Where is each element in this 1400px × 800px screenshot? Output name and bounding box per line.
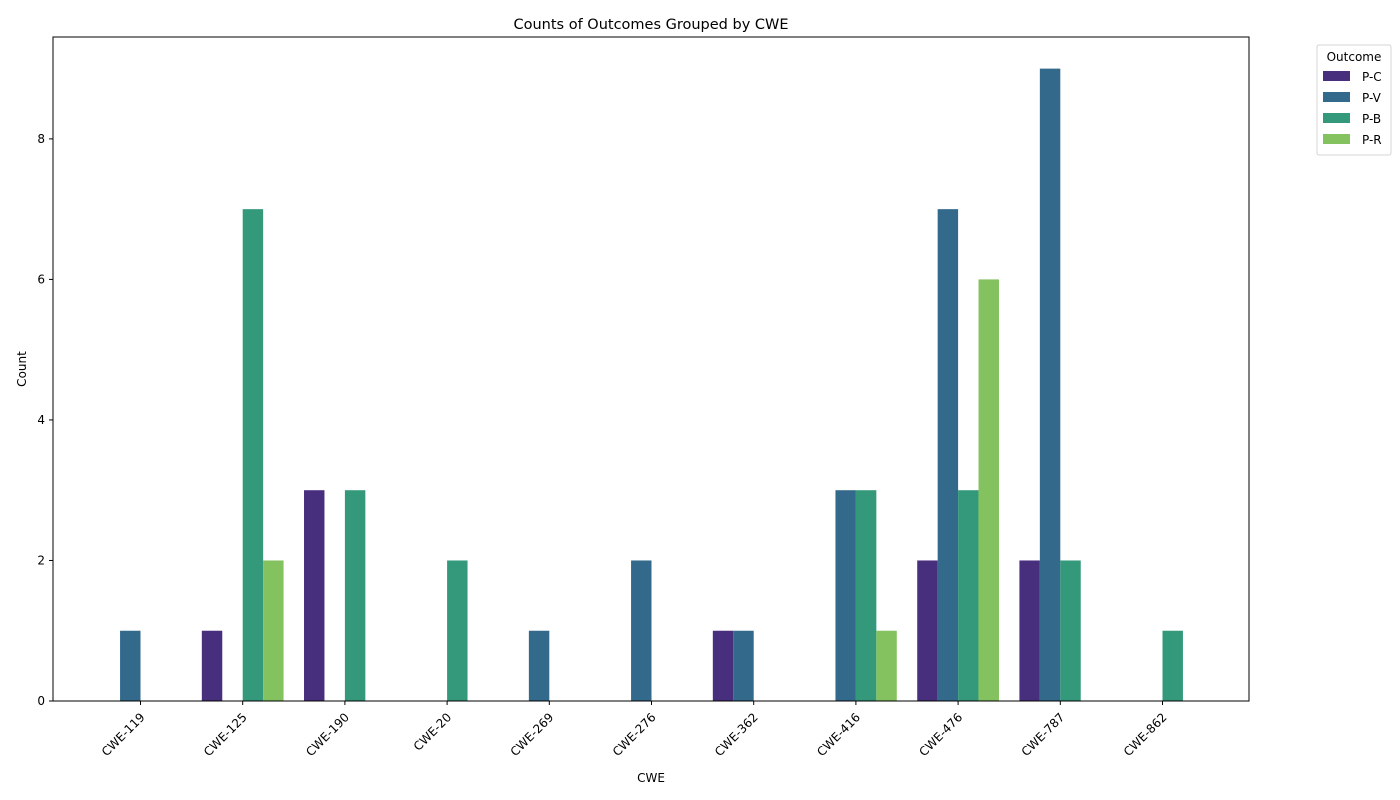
bar-P-R-CWE-125 xyxy=(263,560,284,701)
bars-group xyxy=(120,68,1183,702)
x-tick-label: CWE-362 xyxy=(712,710,761,759)
legend-label-P-R: P-R xyxy=(1362,133,1382,147)
bar-P-C-CWE-787 xyxy=(1019,560,1040,701)
legend-label-P-B: P-B xyxy=(1362,112,1381,126)
bar-P-V-CWE-119 xyxy=(120,630,141,701)
bar-P-C-CWE-362 xyxy=(712,630,734,701)
bar-P-V-CWE-276 xyxy=(631,560,652,701)
x-tick-label: CWE-119 xyxy=(99,710,148,759)
bar-P-V-CWE-787 xyxy=(1039,68,1061,702)
bar-P-V-CWE-269 xyxy=(528,630,550,701)
legend-title: Outcome xyxy=(1327,50,1382,64)
legend-swatch-P-B xyxy=(1323,113,1350,123)
x-tick-label: CWE-190 xyxy=(303,710,352,759)
bar-P-B-CWE-787 xyxy=(1060,560,1081,701)
legend-swatch-P-V xyxy=(1323,92,1350,102)
y-tick-label: 8 xyxy=(37,132,45,146)
y-tick-label: 0 xyxy=(37,694,45,708)
bar-P-C-CWE-476 xyxy=(917,560,938,701)
x-tick-label: CWE-862 xyxy=(1121,710,1170,759)
bar-P-V-CWE-416 xyxy=(835,490,856,701)
x-axis-ticks: CWE-119 CWE-125 CWE-190 CWE-20 CWE-269 CWE-27… xyxy=(99,701,1170,759)
x-axis-title: CWE xyxy=(637,771,665,785)
y-axis-title: Count xyxy=(15,351,29,387)
y-tick-label: 4 xyxy=(37,413,45,427)
bar-P-B-CWE-190 xyxy=(344,490,366,701)
bar-P-R-CWE-476 xyxy=(978,279,999,701)
x-tick-label: CWE-269 xyxy=(508,710,557,759)
bar-P-B-CWE-862 xyxy=(1162,630,1183,701)
plot-frame xyxy=(52,36,1250,702)
legend-swatch-P-C xyxy=(1323,71,1350,81)
x-tick-label: CWE-276 xyxy=(610,710,659,759)
legend-label-P-C: P-C xyxy=(1362,70,1382,84)
legend-items: P-C P-V P-B P-R xyxy=(1323,70,1382,147)
bar-P-R-CWE-416 xyxy=(876,630,897,701)
legend: Outcome P-C P-V P-B P-R xyxy=(1316,44,1392,156)
chart-title: Counts of Outcomes Grouped by CWE xyxy=(513,17,788,33)
bar-P-C-CWE-190 xyxy=(304,490,325,701)
bar-P-B-CWE-416 xyxy=(855,490,877,701)
x-tick-label: CWE-20 xyxy=(411,710,454,753)
bar-P-B-CWE-476 xyxy=(958,490,979,701)
bar-P-V-CWE-476 xyxy=(937,209,959,701)
legend-swatch-P-R xyxy=(1323,134,1350,144)
bar-P-B-CWE-125 xyxy=(242,209,264,701)
x-tick-label: CWE-476 xyxy=(916,710,965,759)
x-tick-label: CWE-416 xyxy=(814,710,863,759)
y-tick-label: 2 xyxy=(37,553,45,567)
y-axis-ticks: 0 2 4 6 8 xyxy=(37,132,53,708)
x-tick-label: CWE-787 xyxy=(1019,710,1068,759)
bar-P-V-CWE-362 xyxy=(733,630,754,701)
bar-P-C-CWE-125 xyxy=(201,630,223,701)
y-tick-label: 6 xyxy=(37,272,45,286)
bar-P-B-CWE-20 xyxy=(447,560,468,701)
x-tick-label: CWE-125 xyxy=(201,710,250,759)
legend-label-P-V: P-V xyxy=(1362,91,1382,105)
